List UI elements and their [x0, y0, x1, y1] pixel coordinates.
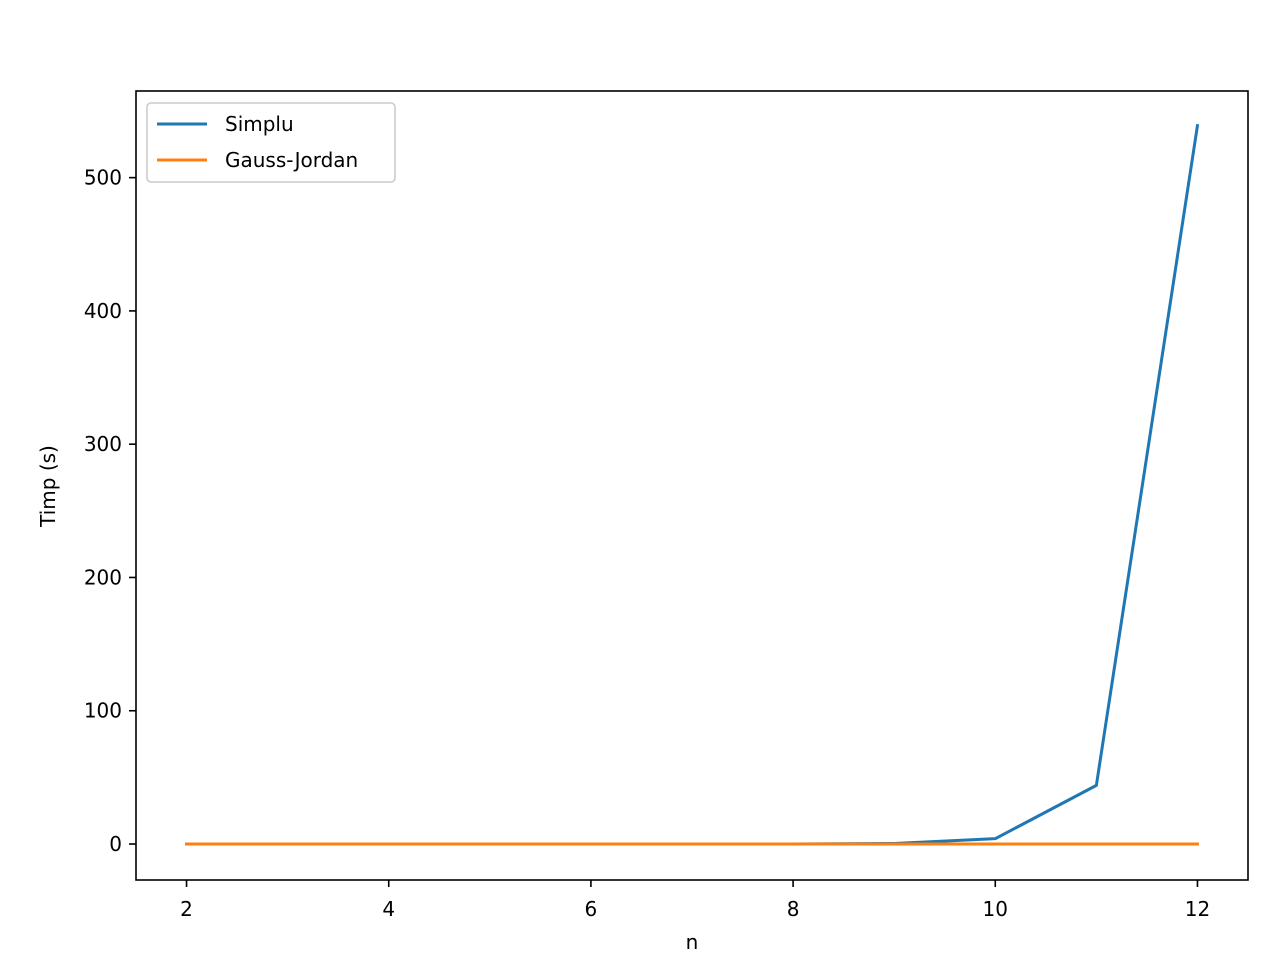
x-tick-label: 2 — [180, 897, 193, 921]
y-axis-label: Timp (s) — [36, 445, 60, 528]
plot-area — [185, 123, 1200, 846]
legend: Simplu Gauss-Jordan — [146, 102, 396, 183]
legend-label: Simplu — [225, 112, 294, 136]
axes-frame — [135, 90, 1249, 881]
x-tick-label: 12 — [1185, 897, 1210, 921]
y-tick-label: 400 — [84, 299, 122, 323]
y-tick-label: 100 — [84, 699, 122, 723]
y-axis-ticks: 0 100 200 300 400 500 — [84, 166, 136, 856]
x-tick-label: 8 — [787, 897, 800, 921]
x-tick-label: 4 — [382, 897, 395, 921]
y-tick-label: 200 — [84, 565, 122, 589]
x-tick-label: 10 — [983, 897, 1008, 921]
y-tick-label: 0 — [109, 832, 122, 856]
legend-label: Gauss-Jordan — [225, 148, 358, 172]
y-tick-label: 300 — [84, 432, 122, 456]
x-tick-label: 6 — [585, 897, 598, 921]
x-axis-ticks: 2 4 6 8 10 12 — [180, 880, 1210, 921]
x-axis-label: n — [686, 930, 699, 954]
y-tick-label: 500 — [84, 166, 122, 190]
legend-box — [146, 102, 396, 183]
